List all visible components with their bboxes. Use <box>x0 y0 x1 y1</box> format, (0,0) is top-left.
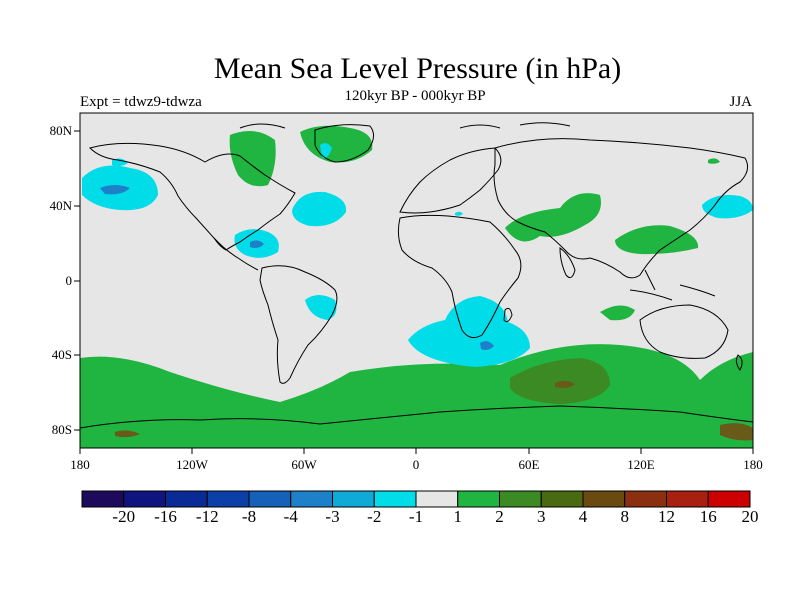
caribbean-blue-core <box>250 240 264 248</box>
east-asia-positive-anomaly <box>615 225 699 255</box>
colorbar-tick-label: 1 <box>453 507 463 526</box>
colorbar-tick-label: 20 <box>741 507 759 526</box>
colorbar-swatch <box>415 490 459 508</box>
colorbar-swatch <box>582 490 626 508</box>
south-america-coastline <box>259 265 338 384</box>
north-pacific-blue-core <box>100 185 130 195</box>
southeast-asia-islands-coastline <box>629 269 716 301</box>
axis-ticks <box>74 130 754 454</box>
lon-label-180w: 180 <box>70 457 90 472</box>
colorbar-swatch <box>457 490 500 508</box>
north-atlantic-negative-anomaly <box>292 191 347 227</box>
indian-ocean-north-positive-anomaly <box>600 305 635 321</box>
lon-label-60w: 60W <box>291 457 317 472</box>
middle-east-positive-anomaly <box>505 193 601 242</box>
greenland-positive-anomaly <box>300 125 373 163</box>
colorbar <box>81 490 751 508</box>
africa-coastline <box>397 214 522 339</box>
colorbar-tick-label: 2 <box>495 507 504 526</box>
india-coastline <box>559 247 576 279</box>
colorbar-swatch <box>499 490 542 508</box>
colorbar-swatch <box>165 490 208 508</box>
colorbar-tick-label: -2 <box>367 507 382 526</box>
south-atlantic-positive-anomaly <box>330 392 416 420</box>
asia-coastline <box>493 138 749 279</box>
colorbar-tick-label: -8 <box>241 507 257 526</box>
colorbar-swatch <box>81 490 125 508</box>
antarctica-coastline <box>80 405 753 429</box>
northwest-pacific-cyan-spot <box>112 158 128 167</box>
colorbar-tick-label: -16 <box>154 507 177 526</box>
colorbar-tick-label: 8 <box>620 507 630 526</box>
new-zealand-coastline <box>735 354 743 371</box>
colorbar-tick-label: -4 <box>283 507 298 526</box>
southern-africa-blue-core <box>480 341 494 350</box>
colorbar-swatch <box>707 490 751 508</box>
colorbar-swatch <box>123 490 166 508</box>
lat-label-80n: 80N <box>49 123 72 138</box>
lon-label-60e: 60E <box>518 457 540 472</box>
north-america-coastline <box>89 142 296 251</box>
colorbar-tick-label: -20 <box>112 507 136 526</box>
lat-label-80s: 80S <box>51 422 72 437</box>
colorbar-tick-label: -12 <box>195 507 219 526</box>
colorbar-swatch <box>290 490 333 508</box>
colorbar-tick-label: -1 <box>408 507 424 526</box>
madagascar-coastline <box>503 307 513 323</box>
lat-label-equator: 0 <box>65 273 73 288</box>
colorbar-tick-label: 4 <box>578 507 588 526</box>
colorbar-tick-label: 3 <box>537 507 546 526</box>
experiment-label: Expt = tdwz9-tdwza <box>80 94 202 110</box>
lon-label-180e: 180 <box>743 457 763 472</box>
greenland-coastline <box>314 124 374 163</box>
mediterranean-cyan-spot <box>455 211 463 216</box>
lon-label-120w: 120W <box>176 457 208 472</box>
chart-title: Mean Sea Level Pressure (in hPa) <box>213 52 622 85</box>
colorbar-tick-label: 16 <box>699 507 717 526</box>
colorbar-swatch <box>332 490 375 508</box>
lat-label-40n: 40N <box>49 198 72 213</box>
south-america-negative-anomaly <box>305 295 337 320</box>
colorbar-swatch <box>624 490 667 508</box>
arctic-islands-coastline <box>239 122 571 129</box>
central-america-coastline <box>213 237 259 271</box>
lat-label-40s: 40S <box>51 347 72 362</box>
antarctic-dark-patch-east <box>720 423 753 441</box>
antarctic-dark-patch-west <box>115 430 140 438</box>
colorbar-tick-label: -3 <box>325 507 340 526</box>
colorbar-swatch <box>248 490 292 508</box>
colorbar-swatch <box>666 490 709 508</box>
season-label: JJA <box>729 94 752 110</box>
southern-africa-negative-anomaly <box>408 296 530 367</box>
chart-subtitle: 120kyr BP - 000kyr BP <box>344 88 486 104</box>
lon-label-120e: 120E <box>627 457 655 472</box>
indian-ocean-brown-core <box>555 380 575 388</box>
colorbar-swatch <box>373 490 417 508</box>
colorbar-tick-label: 12 <box>658 507 675 526</box>
canada-positive-anomaly <box>229 131 276 187</box>
lon-label-0: 0 <box>412 457 420 472</box>
northwest-pacific-negative-anomaly <box>702 195 753 219</box>
coastlines <box>80 122 753 429</box>
colorbar-swatch <box>540 490 584 508</box>
pacific-small-positive-anomaly <box>708 158 720 164</box>
colorbar-swatch <box>206 490 250 508</box>
indian-ocean-dark-anomaly <box>510 358 610 404</box>
australia-coastline <box>639 304 729 359</box>
europe-coastline <box>399 147 502 214</box>
greenland-cyan-spot <box>320 143 332 159</box>
